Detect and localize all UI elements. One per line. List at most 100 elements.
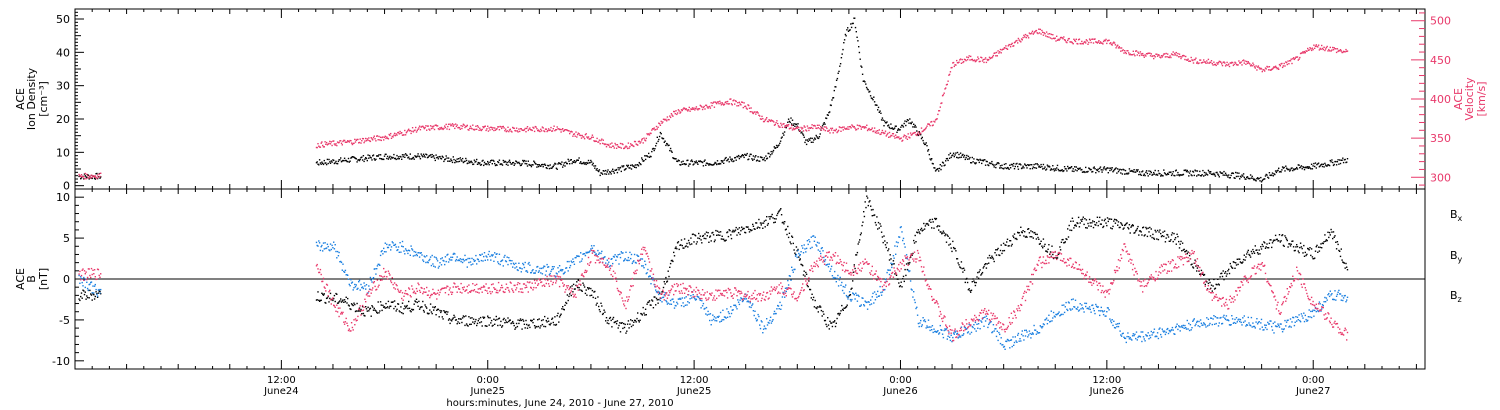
velocity-point — [467, 128, 469, 131]
density-point — [1142, 170, 1144, 172]
velocity-point — [837, 130, 839, 133]
by-point — [382, 253, 384, 255]
velocity-point — [1244, 60, 1246, 62]
bx-point — [945, 233, 947, 235]
bx-point — [84, 291, 86, 293]
density-point — [320, 163, 322, 165]
density-point — [669, 147, 672, 150]
density-point — [752, 155, 755, 157]
density-point — [1195, 170, 1197, 172]
density-point — [1146, 172, 1149, 175]
velocity-point — [758, 114, 760, 116]
density-point — [1335, 164, 1338, 166]
density-point — [1102, 167, 1105, 169]
density-point — [388, 157, 390, 159]
velocity-point — [651, 128, 654, 130]
bx-point — [651, 299, 653, 301]
velocity-point — [895, 134, 897, 136]
velocity-point — [1036, 32, 1038, 34]
density-point — [762, 158, 765, 161]
bx-point — [391, 301, 393, 303]
density-point — [451, 161, 454, 164]
density-point — [877, 109, 879, 111]
velocity-point — [463, 124, 465, 126]
density-point — [1238, 172, 1240, 174]
bx-point — [1220, 272, 1222, 275]
velocity-point — [612, 145, 615, 147]
bx-point — [1030, 230, 1032, 232]
density-point — [1252, 177, 1254, 180]
velocity-point — [658, 122, 660, 124]
velocity-point — [660, 120, 662, 123]
bx-point — [851, 287, 853, 289]
bx-point — [1346, 266, 1348, 268]
bx-point — [1018, 232, 1020, 234]
velocity-point — [446, 128, 448, 130]
bx-point — [902, 278, 904, 280]
density-point — [843, 39, 846, 41]
velocity-point — [823, 129, 825, 131]
density-point — [1254, 179, 1256, 181]
velocity-point — [756, 111, 758, 113]
velocity-point — [1174, 52, 1176, 55]
bx-point — [964, 281, 966, 284]
bx-point — [1274, 234, 1277, 237]
velocity-point — [890, 134, 892, 137]
density-point — [896, 131, 898, 133]
by-point — [429, 256, 432, 258]
bx-point — [579, 289, 581, 291]
density-point — [442, 156, 444, 158]
velocity-point — [834, 130, 837, 132]
velocity-point — [944, 88, 946, 90]
bx-point — [430, 311, 433, 313]
velocity-point — [773, 124, 776, 126]
density-point — [1323, 166, 1325, 168]
density-point — [563, 162, 565, 164]
density-point — [1143, 173, 1145, 175]
velocity-point — [895, 136, 898, 139]
velocity-point — [775, 122, 777, 124]
bx-point — [647, 301, 649, 304]
bx-point — [473, 322, 476, 325]
density-point — [670, 150, 673, 152]
by-point — [544, 274, 547, 276]
density-point — [1223, 170, 1225, 173]
bx-point — [1047, 248, 1049, 250]
bx-point — [354, 310, 357, 313]
bx-point — [909, 256, 912, 258]
bx-point — [907, 262, 909, 264]
density-point — [329, 161, 331, 163]
bx-point — [1324, 234, 1326, 236]
velocity-point — [368, 140, 371, 142]
density-point — [1020, 164, 1022, 166]
bx-point — [475, 318, 477, 321]
velocity-point — [1221, 63, 1223, 65]
bx-point — [711, 232, 713, 234]
velocity-point — [997, 50, 999, 52]
density-point — [630, 164, 632, 167]
bx-point — [472, 321, 474, 323]
velocity-point — [564, 129, 566, 131]
bx-point — [412, 308, 415, 311]
bx-point — [892, 260, 895, 262]
bx-point — [868, 201, 870, 203]
density-point — [618, 169, 620, 171]
by-point — [93, 285, 96, 287]
velocity-point — [354, 141, 357, 143]
velocity-point — [451, 123, 454, 125]
bx-point — [502, 318, 504, 321]
velocity-point — [562, 130, 565, 132]
density-point — [379, 154, 382, 156]
density-point — [842, 48, 844, 51]
velocity-point — [917, 131, 920, 133]
density-point — [1149, 170, 1152, 173]
velocity-point — [827, 130, 829, 132]
velocity-point — [966, 56, 968, 58]
velocity-point — [1045, 35, 1047, 37]
bx-point — [1207, 282, 1210, 285]
velocity-point — [807, 127, 809, 129]
bx-point — [870, 209, 873, 211]
density-point — [737, 154, 740, 157]
density-point — [701, 161, 703, 163]
density-point — [566, 162, 569, 165]
